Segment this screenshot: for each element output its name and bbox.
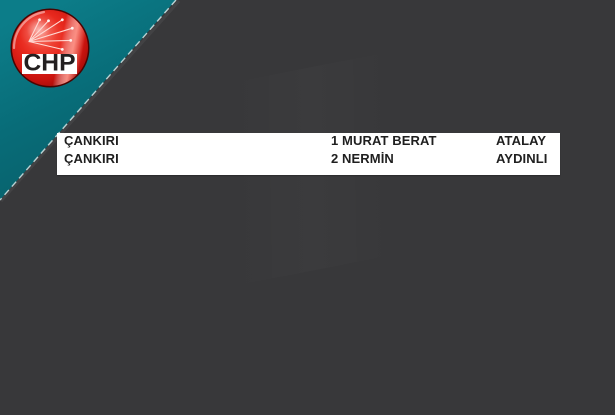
svg-text:CHP: CHP — [24, 50, 76, 77]
